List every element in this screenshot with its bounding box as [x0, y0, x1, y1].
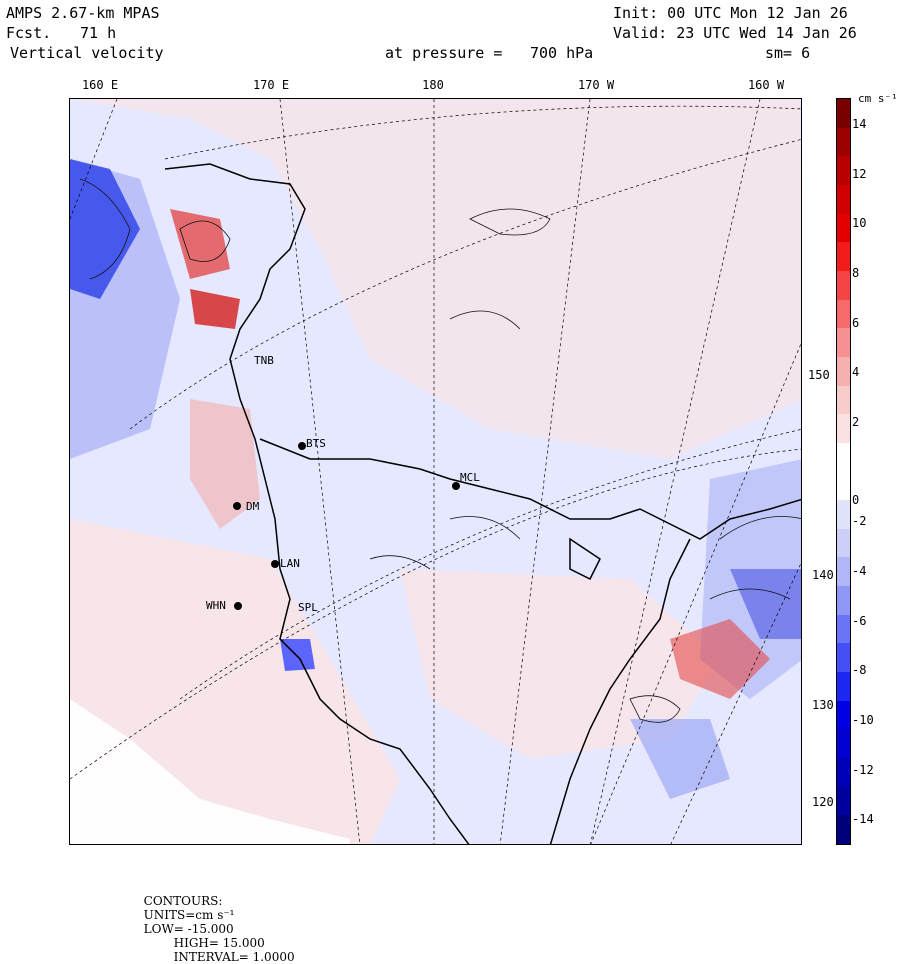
colorbar-tick-label: -6	[852, 613, 867, 628]
colorbar-swatch	[837, 356, 850, 387]
forecast-label: Fcst.	[6, 24, 52, 42]
colorbar-swatch	[837, 242, 850, 272]
colorbar-tick-label: 8	[852, 265, 860, 280]
station-dot-mcl	[452, 482, 460, 490]
colorbar-swatch	[837, 528, 850, 558]
station-bts: BTS	[306, 437, 326, 450]
station-lan: LAN	[280, 557, 300, 570]
contours-interval: INTERVAL= 1.0000	[173, 950, 295, 964]
colorbar-swatch	[837, 643, 850, 673]
colorbar-swatch	[837, 729, 850, 759]
colorbar-swatch	[837, 471, 850, 501]
colorbar-tick-label: 6	[852, 315, 860, 330]
station-dot-lan	[271, 560, 279, 568]
colorbar-tick-label: -12	[852, 762, 874, 777]
coastline	[164, 163, 801, 844]
lon-label-160w: 160 W	[747, 78, 785, 92]
station-dm: DM	[246, 500, 260, 513]
contours-low: LOW= -15.000	[143, 922, 234, 936]
colorbar-swatch	[837, 672, 850, 702]
colorbar-swatch	[837, 586, 850, 616]
colorbar	[836, 98, 851, 845]
colorbar-swatch	[837, 414, 850, 444]
colorbar-swatch	[837, 385, 850, 415]
station-spl: SPL	[298, 601, 318, 614]
colorbar-swatch	[837, 127, 850, 157]
level-label: at pressure =	[385, 44, 503, 62]
station-whn: WHN	[206, 599, 226, 612]
contour-info: CONTOURS: UNITS=cm s⁻¹ LOW= -15.000 HIGH…	[136, 880, 295, 964]
station-tnb: TNB	[254, 354, 274, 367]
colorbar-swatch	[837, 99, 850, 129]
colorbar-swatch	[837, 270, 850, 301]
colorbar-tick-label: -10	[852, 712, 874, 727]
station-dot-whn	[234, 602, 242, 610]
colorbar-swatch	[837, 328, 850, 358]
colorbar-tick-label: -14	[852, 812, 874, 827]
colorbar-swatch	[837, 700, 850, 730]
graticule	[70, 99, 801, 844]
station-mcl: MCL	[460, 471, 480, 484]
colorbar-swatch	[837, 442, 850, 472]
map-panel: BTS MCL DM LAN WHN SPL TNB	[69, 98, 802, 845]
colorbar-tick-label: -4	[852, 563, 867, 578]
colorbar-swatch	[837, 557, 850, 587]
colorbar-swatch	[837, 786, 850, 816]
level-value: 700 hPa	[530, 44, 594, 62]
colorbar-swatch	[837, 614, 850, 644]
colorbar-swatch	[837, 299, 850, 329]
colorbar-tick-label: 2	[852, 414, 860, 429]
lon-label-160e: 160 E	[81, 78, 119, 92]
contours-high: HIGH= 15.000	[173, 936, 265, 950]
colorbar-tick-label: 10	[852, 216, 867, 231]
smoothing-label: sm= 6	[765, 44, 811, 62]
velocity-field	[70, 99, 801, 844]
velocity-contours	[79, 178, 801, 723]
colorbar-tick-label: 4	[852, 365, 860, 380]
contours-label: CONTOURS:	[143, 894, 223, 908]
forecast-hour: 71 h	[80, 24, 117, 42]
colorbar-tick-label: -2	[852, 514, 867, 529]
init-time: Init: 00 UTC Mon 12 Jan 26	[613, 4, 848, 22]
field-name: Vertical velocity	[10, 44, 164, 62]
colorbar-swatch	[837, 758, 850, 788]
lon-label-170e: 170 E	[252, 78, 290, 92]
colorbar-swatch	[837, 184, 850, 215]
model-title: AMPS 2.67-km MPAS	[6, 4, 160, 22]
colorbar-swatch	[837, 500, 850, 530]
lon-label-170w: 170 W	[577, 78, 615, 92]
colorbar-tick-label: 14	[852, 116, 867, 131]
colorbar-swatch	[837, 815, 850, 845]
colorbar-tick-label: -8	[852, 663, 867, 678]
valid-time: Valid: 23 UTC Wed 14 Jan 26	[613, 24, 857, 42]
station-dot-bts	[298, 442, 306, 450]
colorbar-swatch	[837, 213, 850, 243]
colorbar-swatch	[837, 156, 850, 186]
colorbar-units: cm s⁻¹	[858, 92, 898, 105]
colorbar-tick-label: 0	[852, 493, 860, 508]
station-dot-dm	[233, 502, 241, 510]
colorbar-tick-label: 12	[852, 166, 867, 181]
lon-label-180: 180	[422, 78, 444, 92]
contours-units: UNITS=cm s⁻¹	[143, 908, 235, 922]
vertical-velocity-map	[70, 99, 801, 844]
